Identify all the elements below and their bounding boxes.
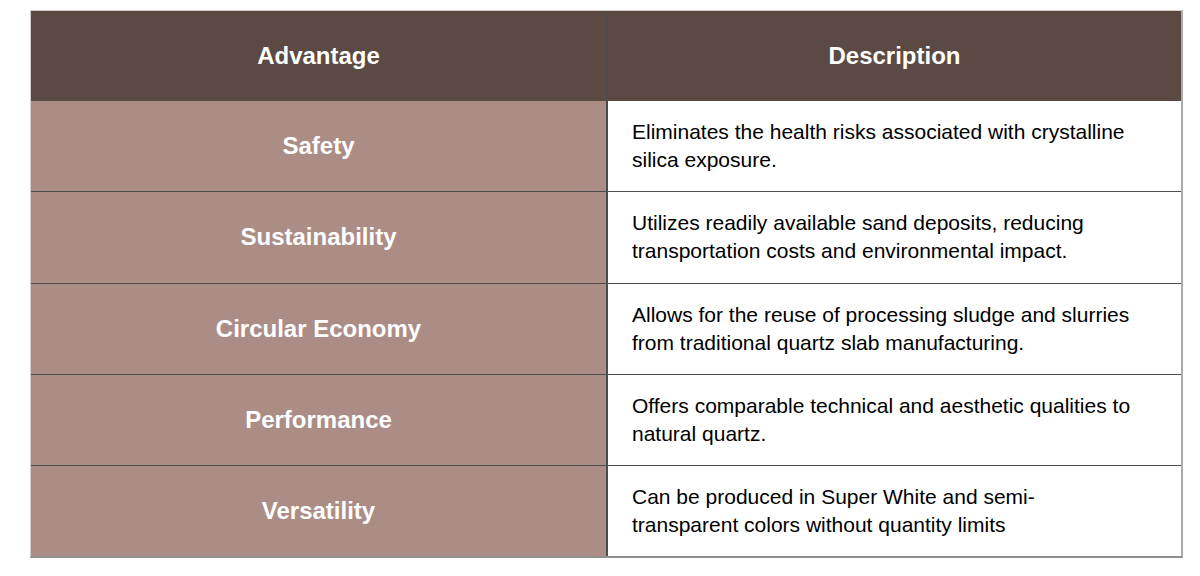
advantage-cell: Performance (31, 375, 608, 465)
advantage-label: Sustainability (240, 223, 396, 251)
advantages-table: Advantage Description Safety Eliminates … (30, 10, 1183, 558)
description-line: transportation costs and environmental i… (632, 237, 1169, 265)
description-line: transparent colors without quantity limi… (632, 511, 1169, 539)
description-line: Allows for the reuse of processing sludg… (632, 301, 1169, 329)
advantage-label: Circular Economy (216, 315, 421, 343)
advantage-cell: Safety (31, 101, 608, 191)
description-line: silica exposure. (632, 146, 1169, 174)
table-row: Safety Eliminates the health risks assoc… (31, 101, 1181, 191)
description-line: from traditional quartz slab manufacturi… (632, 329, 1169, 357)
description-cell: Utilizes readily available sand deposits… (608, 192, 1181, 282)
table-row: Circular Economy Allows for the reuse of… (31, 283, 1181, 374)
description-cell: Eliminates the health risks associated w… (608, 101, 1181, 191)
advantage-label: Safety (282, 132, 354, 160)
description-line: Eliminates the health risks associated w… (632, 118, 1169, 146)
table-row: Sustainability Utilizes readily availabl… (31, 191, 1181, 282)
advantage-cell: Versatility (31, 466, 608, 556)
description-cell: Offers comparable technical and aestheti… (608, 375, 1181, 465)
column-header-description: Description (828, 42, 960, 70)
description-cell: Allows for the reuse of processing sludg… (608, 284, 1181, 374)
advantage-label: Versatility (262, 497, 375, 525)
table-row: Performance Offers comparable technical … (31, 374, 1181, 465)
table-row: Versatility Can be produced in Super Whi… (31, 465, 1181, 556)
description-line: natural quartz. (632, 420, 1169, 448)
header-cell-description: Description (608, 11, 1181, 101)
slide-page: Advantage Description Safety Eliminates … (0, 0, 1200, 576)
advantage-cell: Sustainability (31, 192, 608, 282)
description-cell: Can be produced in Super White and semi-… (608, 466, 1181, 556)
column-header-advantage: Advantage (257, 42, 380, 70)
advantage-label: Performance (245, 406, 392, 434)
description-line: Can be produced in Super White and semi- (632, 483, 1169, 511)
description-line: Offers comparable technical and aestheti… (632, 392, 1169, 420)
header-cell-advantage: Advantage (31, 11, 608, 101)
table-header-row: Advantage Description (31, 11, 1181, 101)
advantage-cell: Circular Economy (31, 284, 608, 374)
description-line: Utilizes readily available sand deposits… (632, 209, 1169, 237)
